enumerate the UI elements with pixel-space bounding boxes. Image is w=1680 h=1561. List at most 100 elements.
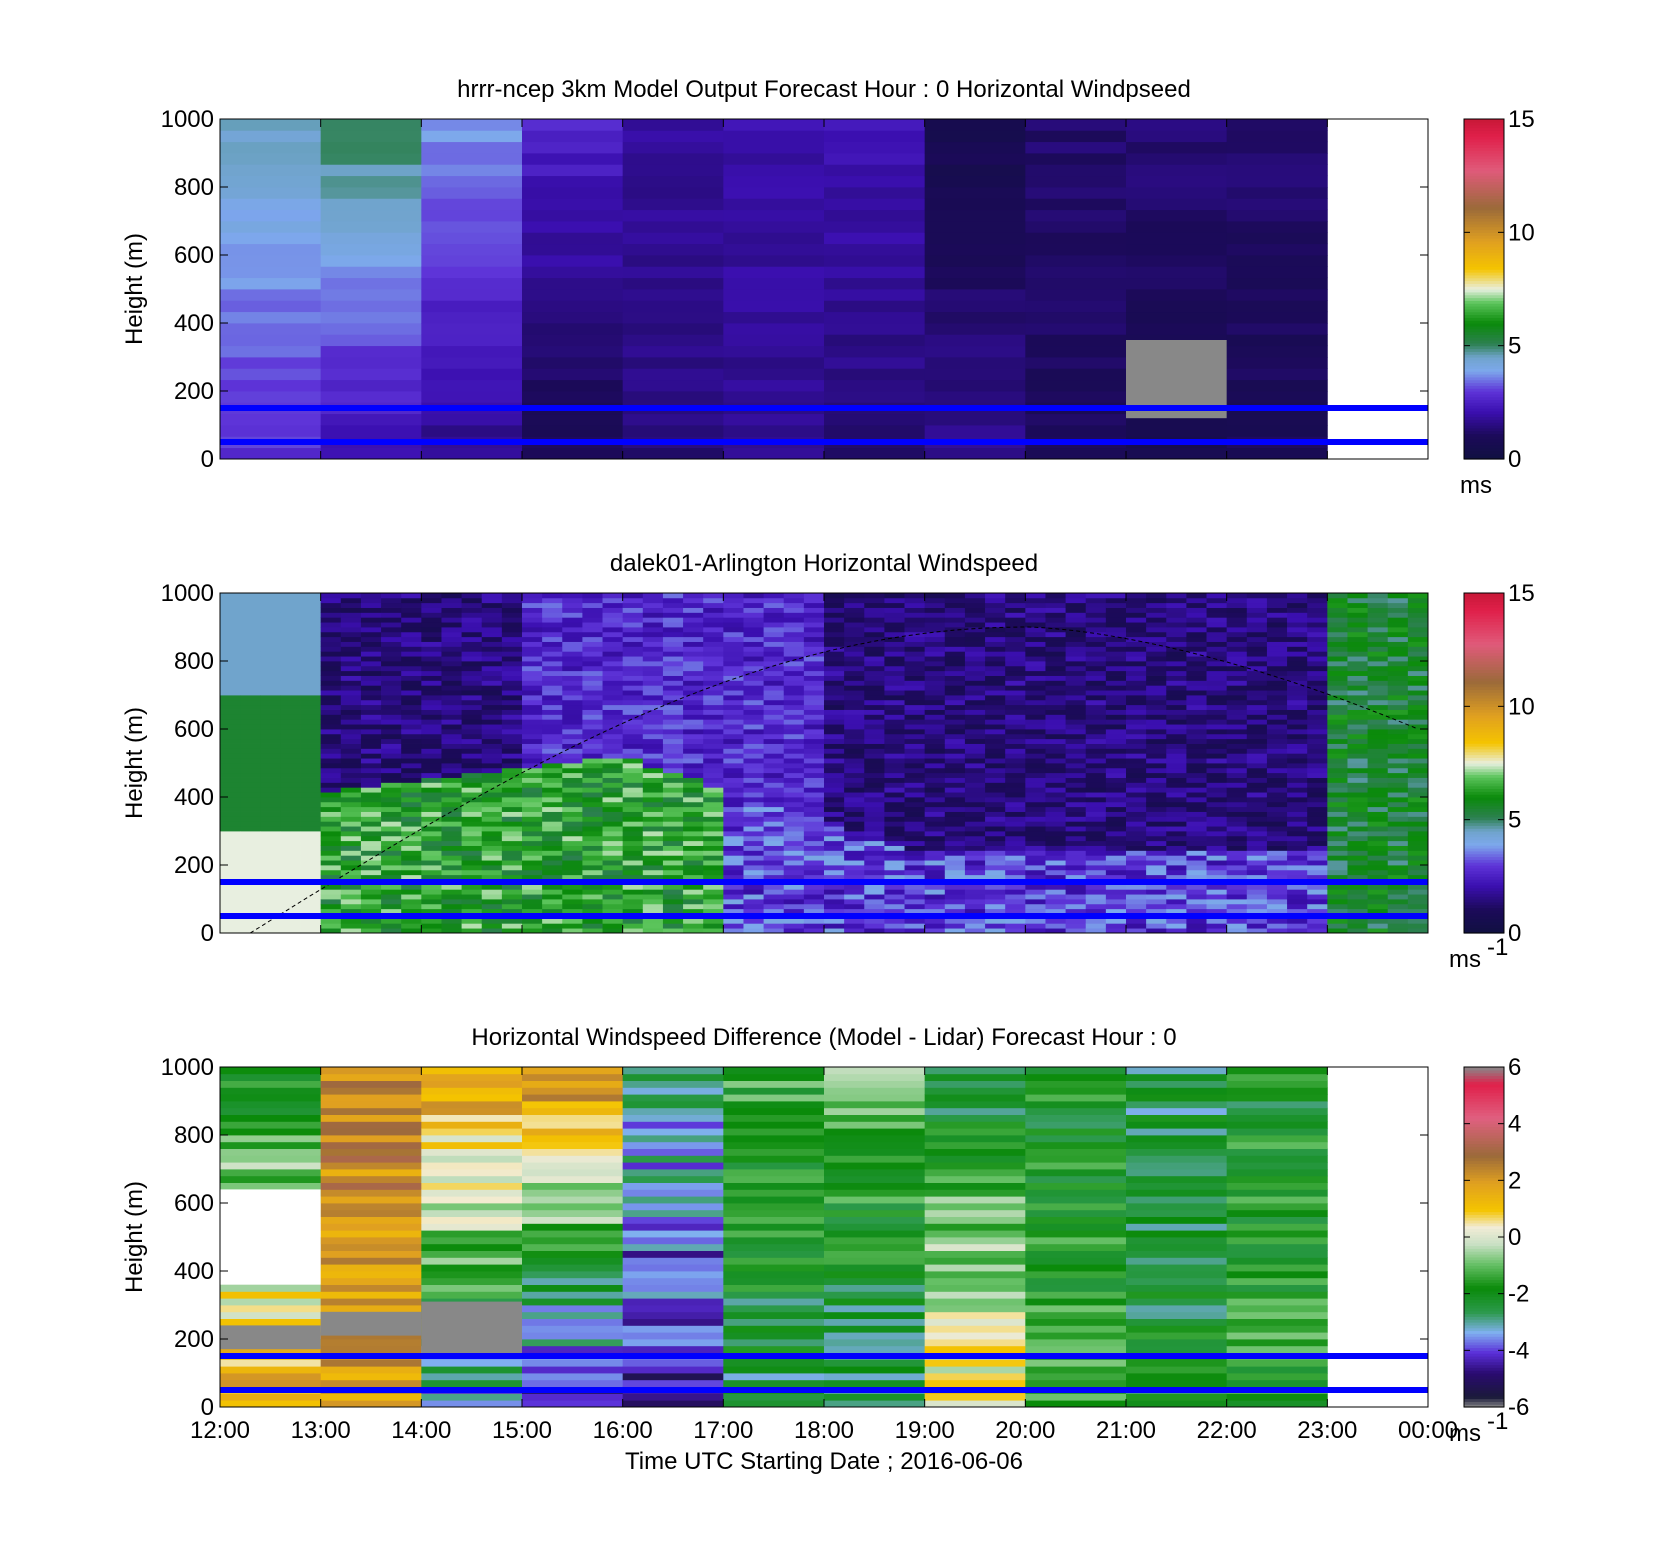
heatmap-cell	[1146, 748, 1167, 754]
heatmap-cell	[1307, 646, 1328, 652]
heatmap-cell	[481, 597, 503, 604]
heatmap-cell	[904, 787, 926, 793]
heatmap-cell	[1085, 821, 1107, 827]
heatmap-cell	[1005, 831, 1026, 837]
heatmap-cell	[642, 748, 664, 754]
heatmap-cell	[1025, 232, 1127, 245]
heatmap-cell	[824, 300, 926, 313]
colorbar-swatch	[1464, 873, 1504, 877]
heatmap-cell	[1407, 651, 1429, 657]
heatmap-cell	[320, 777, 342, 783]
heatmap-cell	[964, 627, 986, 633]
heatmap-cell	[320, 289, 422, 301]
heatmap-cell	[743, 835, 764, 842]
heatmap-cell	[1166, 753, 1187, 759]
heatmap-cell	[1045, 714, 1066, 720]
heatmap-cell	[501, 641, 523, 647]
colorbar-swatch	[1464, 382, 1504, 386]
heatmap-cell	[662, 622, 684, 628]
heatmap-cell	[924, 646, 946, 652]
heatmap-cell	[501, 918, 523, 924]
heatmap-cell	[1166, 699, 1187, 706]
heatmap-cell	[1347, 685, 1368, 691]
heatmap-cell	[522, 153, 624, 165]
heatmap-cell	[340, 680, 362, 686]
heatmap-cell	[924, 425, 1026, 437]
heatmap-cell	[864, 665, 885, 672]
heatmap-cell	[985, 850, 1006, 856]
heatmap-cell	[360, 607, 382, 613]
heatmap-cell	[441, 704, 462, 710]
heatmap-cell	[884, 860, 905, 866]
heatmap-cell	[260, 884, 281, 890]
heatmap-cell	[1126, 636, 1147, 642]
heatmap-cell	[522, 714, 543, 720]
heatmap-cell	[340, 831, 362, 837]
heatmap-cell	[1065, 782, 1087, 788]
heatmap-cell	[1307, 918, 1328, 924]
heatmap-cell	[1287, 840, 1308, 846]
heatmap-cell	[803, 787, 825, 793]
heatmap-cell	[1005, 651, 1026, 657]
heatmap-cell	[944, 889, 966, 895]
heatmap-cell	[884, 753, 905, 759]
heatmap-cell	[1246, 680, 1268, 686]
heatmap-cell	[964, 855, 986, 861]
heatmap-cell	[783, 593, 805, 599]
heatmap-cell	[260, 918, 281, 924]
heatmap-cell	[522, 729, 543, 735]
heatmap-cell	[803, 835, 825, 842]
heatmap-cell	[421, 695, 442, 701]
heatmap-cell	[662, 840, 684, 846]
heatmap-cell	[985, 641, 1006, 647]
heatmap-cell	[824, 743, 845, 749]
heatmap-cell	[401, 874, 422, 880]
heatmap-cell	[1186, 670, 1207, 676]
heatmap-cell	[501, 753, 523, 759]
heatmap-cell	[1146, 855, 1167, 861]
heatmap-cell	[924, 918, 946, 924]
heatmap-cell	[1045, 636, 1066, 642]
heatmap-cell	[662, 636, 684, 642]
heatmap-cell	[924, 627, 946, 633]
heatmap-cell	[1266, 636, 1288, 642]
heatmap-cell	[944, 903, 966, 910]
heatmap-cell	[441, 903, 462, 910]
heatmap-cell	[441, 811, 462, 817]
heatmap-cell	[481, 874, 503, 880]
heatmap-cell	[803, 714, 825, 720]
heatmap-cell	[1287, 699, 1308, 706]
heatmap-cell	[703, 928, 724, 934]
heatmap-cell	[381, 733, 402, 740]
heatmap-cell	[1327, 772, 1348, 778]
heatmap-cell	[622, 119, 724, 131]
heatmap-cell	[1005, 889, 1026, 895]
heatmap-cell	[944, 724, 966, 730]
heatmap-cell	[1206, 636, 1228, 642]
heatmap-cell	[622, 821, 644, 827]
heatmap-cell	[1226, 767, 1248, 774]
heatmap-cell	[884, 675, 905, 681]
heatmap-cell	[783, 602, 805, 608]
heatmap-cell	[320, 323, 422, 335]
heatmap-cell	[1387, 869, 1409, 876]
heatmap-cell	[924, 255, 1026, 267]
heatmap-cell	[904, 593, 926, 599]
heatmap-cell	[1327, 661, 1348, 667]
heatmap-cell	[1206, 665, 1228, 672]
heatmap-cell	[320, 175, 422, 188]
heatmap-cell	[683, 923, 704, 929]
heatmap-cell	[1105, 787, 1127, 793]
heatmap-cell	[1025, 243, 1127, 256]
heatmap-cell	[783, 627, 805, 633]
heatmap-cell	[1287, 651, 1308, 657]
heatmap-cell	[1166, 622, 1187, 628]
heatmap-cell	[864, 617, 885, 623]
heatmap-cell	[562, 860, 583, 866]
heatmap-cell	[1387, 899, 1409, 905]
heatmap-cell	[501, 680, 523, 686]
heatmap-cell	[461, 792, 483, 798]
colorbar-swatch	[1464, 447, 1504, 452]
colorbar-swatch	[1464, 697, 1504, 702]
